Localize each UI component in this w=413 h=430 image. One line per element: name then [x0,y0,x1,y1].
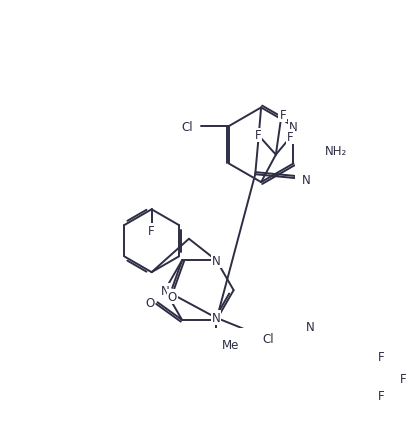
Text: N: N [305,320,314,333]
Text: O: O [145,296,154,309]
Text: Cl: Cl [262,332,274,345]
Text: F: F [279,109,285,122]
Text: N: N [301,173,310,186]
Text: F: F [377,389,384,402]
Text: N: N [211,254,220,267]
Text: F: F [287,131,293,144]
Text: F: F [377,350,384,363]
Text: Me: Me [221,338,239,351]
Text: N: N [160,284,169,297]
Text: NH₂: NH₂ [324,145,346,158]
Text: N: N [288,120,297,133]
Text: F: F [148,225,154,238]
Text: Cl: Cl [181,120,193,133]
Text: O: O [167,291,176,304]
Text: N: N [211,311,220,324]
Text: F: F [399,372,405,385]
Text: F: F [254,129,261,142]
